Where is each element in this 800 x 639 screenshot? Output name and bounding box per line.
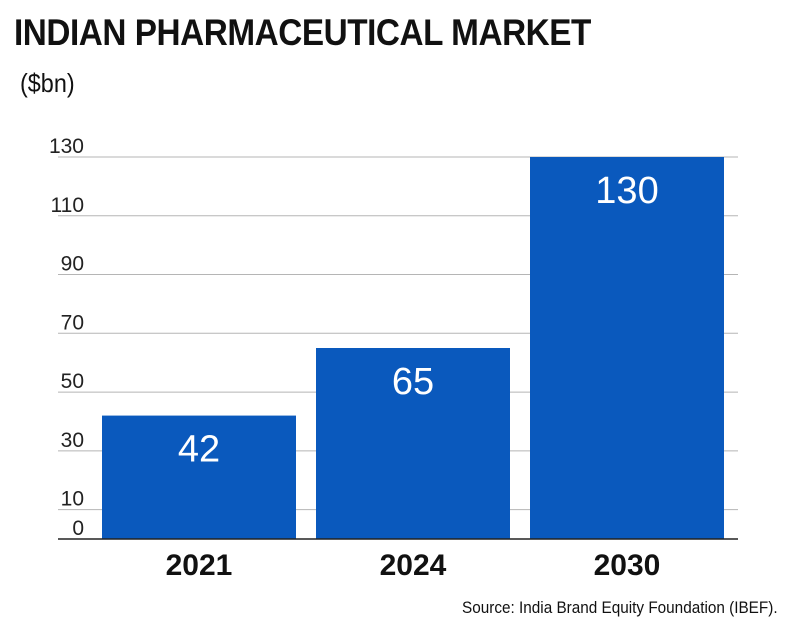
- bar-2030: [530, 157, 724, 539]
- bars: 42 65 130: [102, 157, 724, 539]
- source-note: Source: India Brand Equity Foundation (I…: [462, 598, 778, 617]
- y-tick-label-10: 10: [61, 488, 84, 511]
- unit-label: ($bn): [20, 68, 75, 98]
- y-tick-label-0: 0: [72, 517, 84, 540]
- x-axis-labels: 2021 2024 2030: [166, 549, 661, 582]
- y-tick-label-90: 90: [61, 253, 84, 276]
- chart-title: INDIAN PHARMACEUTICAL MARKET: [14, 12, 591, 53]
- value-label-2030: 130: [595, 170, 658, 212]
- x-tick-label-2021: 2021: [166, 549, 233, 582]
- x-tick-label-2030: 2030: [594, 549, 661, 582]
- y-tick-label-70: 70: [61, 311, 84, 334]
- y-tick-label-130: 130: [49, 135, 84, 158]
- y-axis-ticks: 0 10 30 50 70 90 110 130: [49, 135, 84, 540]
- y-tick-label-30: 30: [61, 429, 84, 452]
- bar-2021: [102, 415, 296, 539]
- bar-2024: [316, 348, 510, 539]
- value-label-2021: 42: [178, 429, 220, 471]
- x-tick-label-2024: 2024: [380, 549, 447, 582]
- y-tick-label-50: 50: [61, 370, 84, 393]
- y-tick-label-110: 110: [51, 194, 84, 217]
- value-label-2024: 65: [392, 361, 434, 403]
